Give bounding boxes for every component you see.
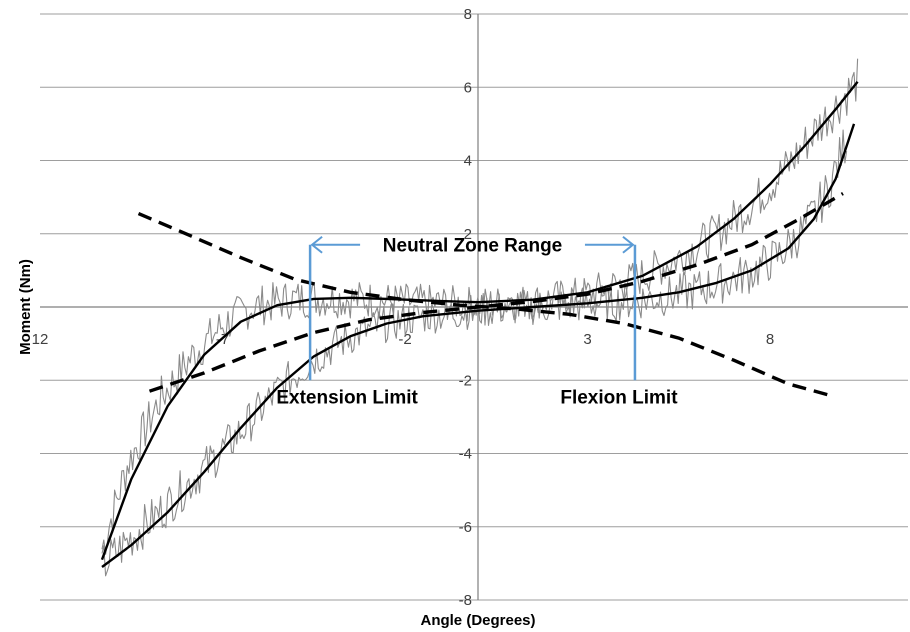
flexion-limit-label: Flexion Limit [560,387,678,408]
y-tick-label: -8 [459,592,472,609]
x-tick-label: 3 [583,331,591,348]
fit-curve-series [101,123,856,568]
arrowhead-left [310,235,323,254]
extension-limit-label: Extension Limit [276,387,418,408]
fit-curve-series [100,81,859,561]
x-tick-label: 8 [766,331,774,348]
dashed-series [137,212,829,397]
annotations: Neutral Zone Range Extension Limit Flexi… [276,236,678,409]
x-axis-title: Angle (Degrees) [420,612,535,629]
y-tick-label: -6 [459,519,472,536]
series-group [100,58,859,577]
y-tick-label: 6 [464,79,472,96]
y-tick-label: 2 [464,226,472,243]
y-tick-label: -4 [459,446,472,463]
arrowhead-right [622,235,635,254]
neutral-zone-range-label: Neutral Zone Range [383,236,562,257]
x-tick-label: 12 [32,331,49,348]
y-tick-label: 8 [464,6,472,23]
x-tick-label: -2 [398,331,411,348]
y-axis-title: Moment (Nm) [17,259,34,355]
y-tick-label: -2 [459,372,472,389]
y-tick-label: 4 [464,153,472,170]
raw-data-series [101,58,859,555]
raw-data-series [101,129,848,577]
axes: 86420-2-4-6-812-7-238 [32,6,908,609]
